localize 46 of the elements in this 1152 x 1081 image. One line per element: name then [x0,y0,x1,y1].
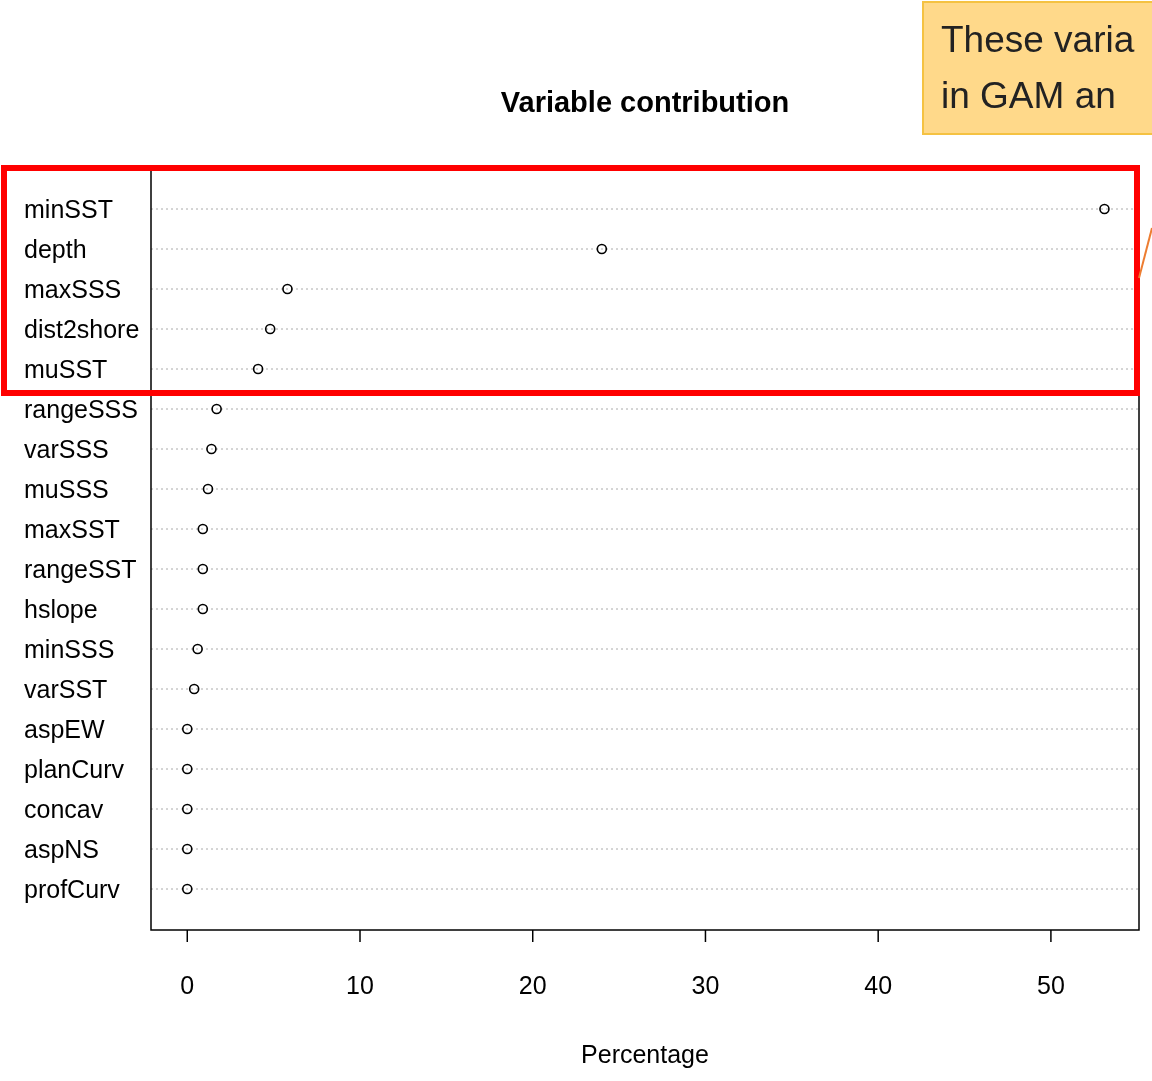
y-tick-label: rangeSST [24,555,137,583]
y-tick-label: muSST [24,355,108,383]
x-tick-label: 50 [1037,971,1065,999]
chart-title: Variable contribution [500,86,790,118]
point [197,563,209,575]
y-tick-label: minSST [24,195,113,223]
point [197,603,209,615]
point [181,803,193,815]
point [211,403,222,415]
point [181,883,193,895]
x-axis-title: Percentage [581,1040,709,1068]
y-tick-label: hslope [24,595,98,623]
point [188,683,200,695]
y-tick-label: maxSSS [24,275,122,303]
point [181,763,193,775]
y-tick-label: minSSS [24,635,115,663]
y-tick-label: aspEW [24,715,105,743]
point [264,323,276,335]
y-tick-label: aspNS [24,835,100,863]
point [202,483,214,495]
y-tick-label: muSSS [24,475,109,503]
text: in GAM an [941,75,1116,116]
y-tick-label: dist2shore [24,315,140,343]
point [596,243,608,255]
point [181,843,193,855]
y-tick-label: profCurv [24,875,121,903]
y-tick-label: depth [24,235,87,263]
point [197,523,209,535]
x-tick-label: 10 [346,971,374,999]
x-tick-label: 30 [691,971,720,999]
point [282,283,293,295]
y-tick-label: concav [24,795,104,823]
y-tick-label: rangeSSS [24,395,138,423]
point [252,363,264,375]
y-tick-label: varSSS [24,435,109,463]
point [192,643,203,655]
x-tick-label: 20 [518,971,547,999]
y-tick-label: planCurv [24,755,125,783]
point [1099,203,1110,215]
x-tick-label: 40 [864,971,893,999]
y-tick-label: varSST [24,675,108,703]
point [181,723,193,735]
y-tick-label: maxSST [24,515,120,543]
x-tick-label: 0 [180,971,195,999]
text: These varia [941,19,1135,60]
point [206,443,217,455]
